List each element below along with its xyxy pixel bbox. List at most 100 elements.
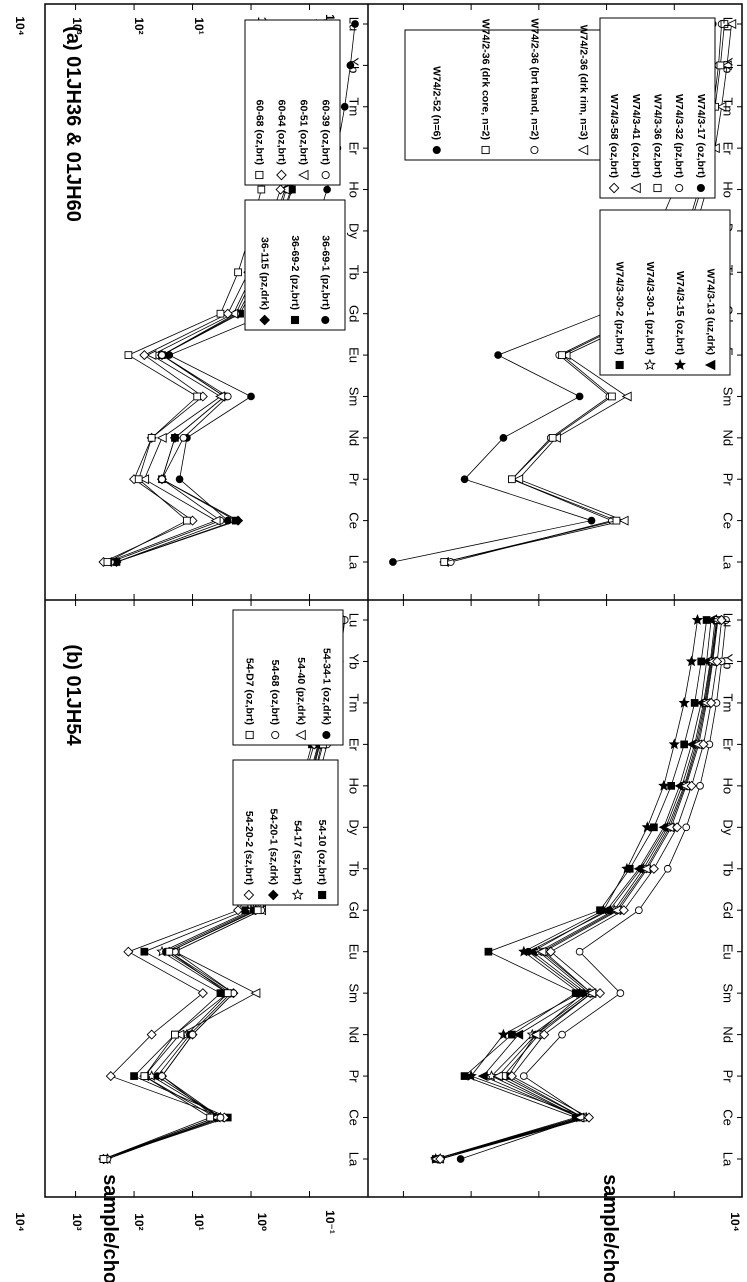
x-tick-label: Eu [347, 347, 362, 363]
x-tick-label: La [347, 1152, 362, 1167]
data-point-e-2-Yb [716, 61, 725, 70]
data-point-a-4-Pr [139, 474, 150, 485]
legend-marker [615, 360, 624, 370]
data-point-e-0-Lu [726, 19, 737, 29]
data-point-f-5-Sm [616, 989, 625, 998]
data-point-e-0-Ce [618, 515, 629, 526]
legend-marker [321, 170, 330, 180]
y-tick-label: 10⁰ [255, 1213, 269, 1232]
legend-marker [290, 315, 300, 325]
data-point-a-3-Nd [179, 433, 188, 442]
x-tick-label: Tb [347, 265, 362, 280]
x-tick-label: La [721, 1152, 736, 1167]
data-point-f-3-Eu [484, 947, 493, 956]
data-point-f-5-Gd [635, 906, 643, 915]
legend-marker [318, 890, 327, 900]
y-tick-label: 10² [132, 17, 146, 34]
x-tick-label: Sm [347, 983, 362, 1003]
data-point-e-2-Eu [558, 351, 566, 359]
data-point-f-8-Lu [716, 614, 727, 626]
legend-b-0: 54-10 (oz,brt) 54-17 (sz,brt) 54-20-1 (sz,… [232, 759, 339, 906]
data-point-f-8-Gd [618, 905, 629, 916]
data-point-f-3-Er [680, 740, 689, 749]
data-point-a-0-Tm [340, 102, 349, 111]
x-tick-label: Ce [721, 512, 736, 529]
data-point-f-0-Pr [477, 1071, 488, 1082]
legend-e-0: W74/2-36 (drk rim, n=3) W74/2-36 (brt ban… [404, 18, 616, 161]
data-point-a-6-Sm [193, 392, 202, 401]
legend-label: W74/3-32 (pz,brt) [673, 94, 685, 178]
data-point-b-7-Ce [206, 1113, 215, 1122]
data-point-f-3-Ho [667, 781, 676, 790]
data-point-f-1-Yb [685, 655, 698, 667]
x-tick-label: Er [721, 738, 736, 752]
x-tick-label: Pr [347, 1070, 362, 1084]
x-tick-label: Dy [721, 819, 736, 835]
legend-label: W74/3-30-1 (pz,brt) [644, 262, 656, 355]
legend-label: W74/3-30-2 (pz,brt) [614, 262, 626, 355]
data-point-a-0-Yb [346, 61, 355, 70]
data-point-f-3-Lu [702, 616, 711, 624]
data-point-e-3-La [389, 558, 397, 566]
data-point-e-2-Sm [608, 392, 616, 401]
legend-label: 60-64 (oz,brt) [275, 100, 287, 165]
y-axis-label: sample/chondrite [99, 1174, 121, 1282]
data-point-a-5-Ho [275, 184, 286, 195]
data-point-b-0-Sm [216, 989, 225, 998]
legend-label: 36-69-2 (pz,brt) [289, 235, 301, 310]
x-tick-label: Yb [721, 654, 736, 670]
data-point-a-2-Nd [169, 432, 180, 443]
data-point-f-8-Dy [672, 822, 683, 833]
data-point-b-7-Eu [165, 947, 174, 956]
legend-label: 54-17 (sz,brt) [292, 820, 304, 885]
legend-label: W74/2-36 (drk rim, n=3) [577, 25, 589, 140]
data-point-b-7-Nd [171, 1030, 179, 1039]
data-point-f-2-Pr [485, 1070, 498, 1081]
series-line-f-5 [440, 619, 727, 1160]
data-point-a-6-Tb [234, 268, 242, 277]
legend-marker [643, 358, 656, 371]
y-axis-label: sample/chondrite [599, 1174, 621, 1282]
y-tick-label: 10² [132, 1213, 146, 1230]
data-point-f-5-Eu [575, 947, 584, 956]
x-tick-label: La [347, 555, 362, 570]
data-point-b-5-Nd [174, 1029, 185, 1040]
x-tick-label: Ho [347, 778, 362, 795]
x-tick-label: Dy [347, 819, 362, 835]
data-point-a-4-Ce [210, 515, 221, 526]
y-tick-label: 10⁴ [13, 16, 27, 35]
x-tick-label: Nd [347, 430, 362, 447]
data-point-e-2-Nd [548, 433, 557, 442]
data-point-a-6-Pr [134, 475, 143, 484]
data-point-f-1-Ho [658, 779, 670, 791]
legend-label: W74/3-15 (oz,brt) [674, 271, 686, 355]
legend-marker [271, 730, 280, 740]
y-tick-label: 10⁴ [728, 1212, 742, 1231]
legend-box [232, 609, 344, 746]
data-point-b-7-Sm [223, 989, 232, 998]
data-point-a-6-Gd [216, 309, 225, 318]
legend-marker [577, 144, 589, 156]
data-point-a-4-Nd [156, 432, 167, 443]
x-tick-label: Gd [347, 902, 362, 919]
data-point-b-5-Sm [250, 988, 261, 999]
legend-marker [653, 183, 662, 193]
data-point-f-8-La [435, 1153, 446, 1165]
data-point-f-7-Pr [492, 1071, 503, 1082]
data-point-e-0-Sm [621, 391, 632, 402]
legend-label: 54-D7 (oz,brt) [244, 658, 256, 725]
x-tick-label: Gd [347, 305, 362, 322]
series-line-f-1 [435, 619, 698, 1160]
data-point-b-7-La [99, 1155, 108, 1163]
x-tick-label: Yb [347, 654, 362, 670]
label-layer: 10⁴10³10²10¹10⁰10⁻¹10⁴10³10²10¹10⁰10⁻¹10… [13, 14, 742, 1282]
data-point-f-4-Eu [524, 947, 533, 956]
legend-label: 60-51 (oz,brt) [298, 100, 310, 165]
x-tick-label: Ho [721, 181, 736, 198]
legend-box [232, 759, 339, 906]
data-point-f-4-La [456, 1155, 465, 1163]
x-tick-label: Ho [721, 778, 736, 795]
data-point-e-0-Pr [513, 474, 524, 485]
x-tick-label: Nd [347, 1026, 362, 1043]
